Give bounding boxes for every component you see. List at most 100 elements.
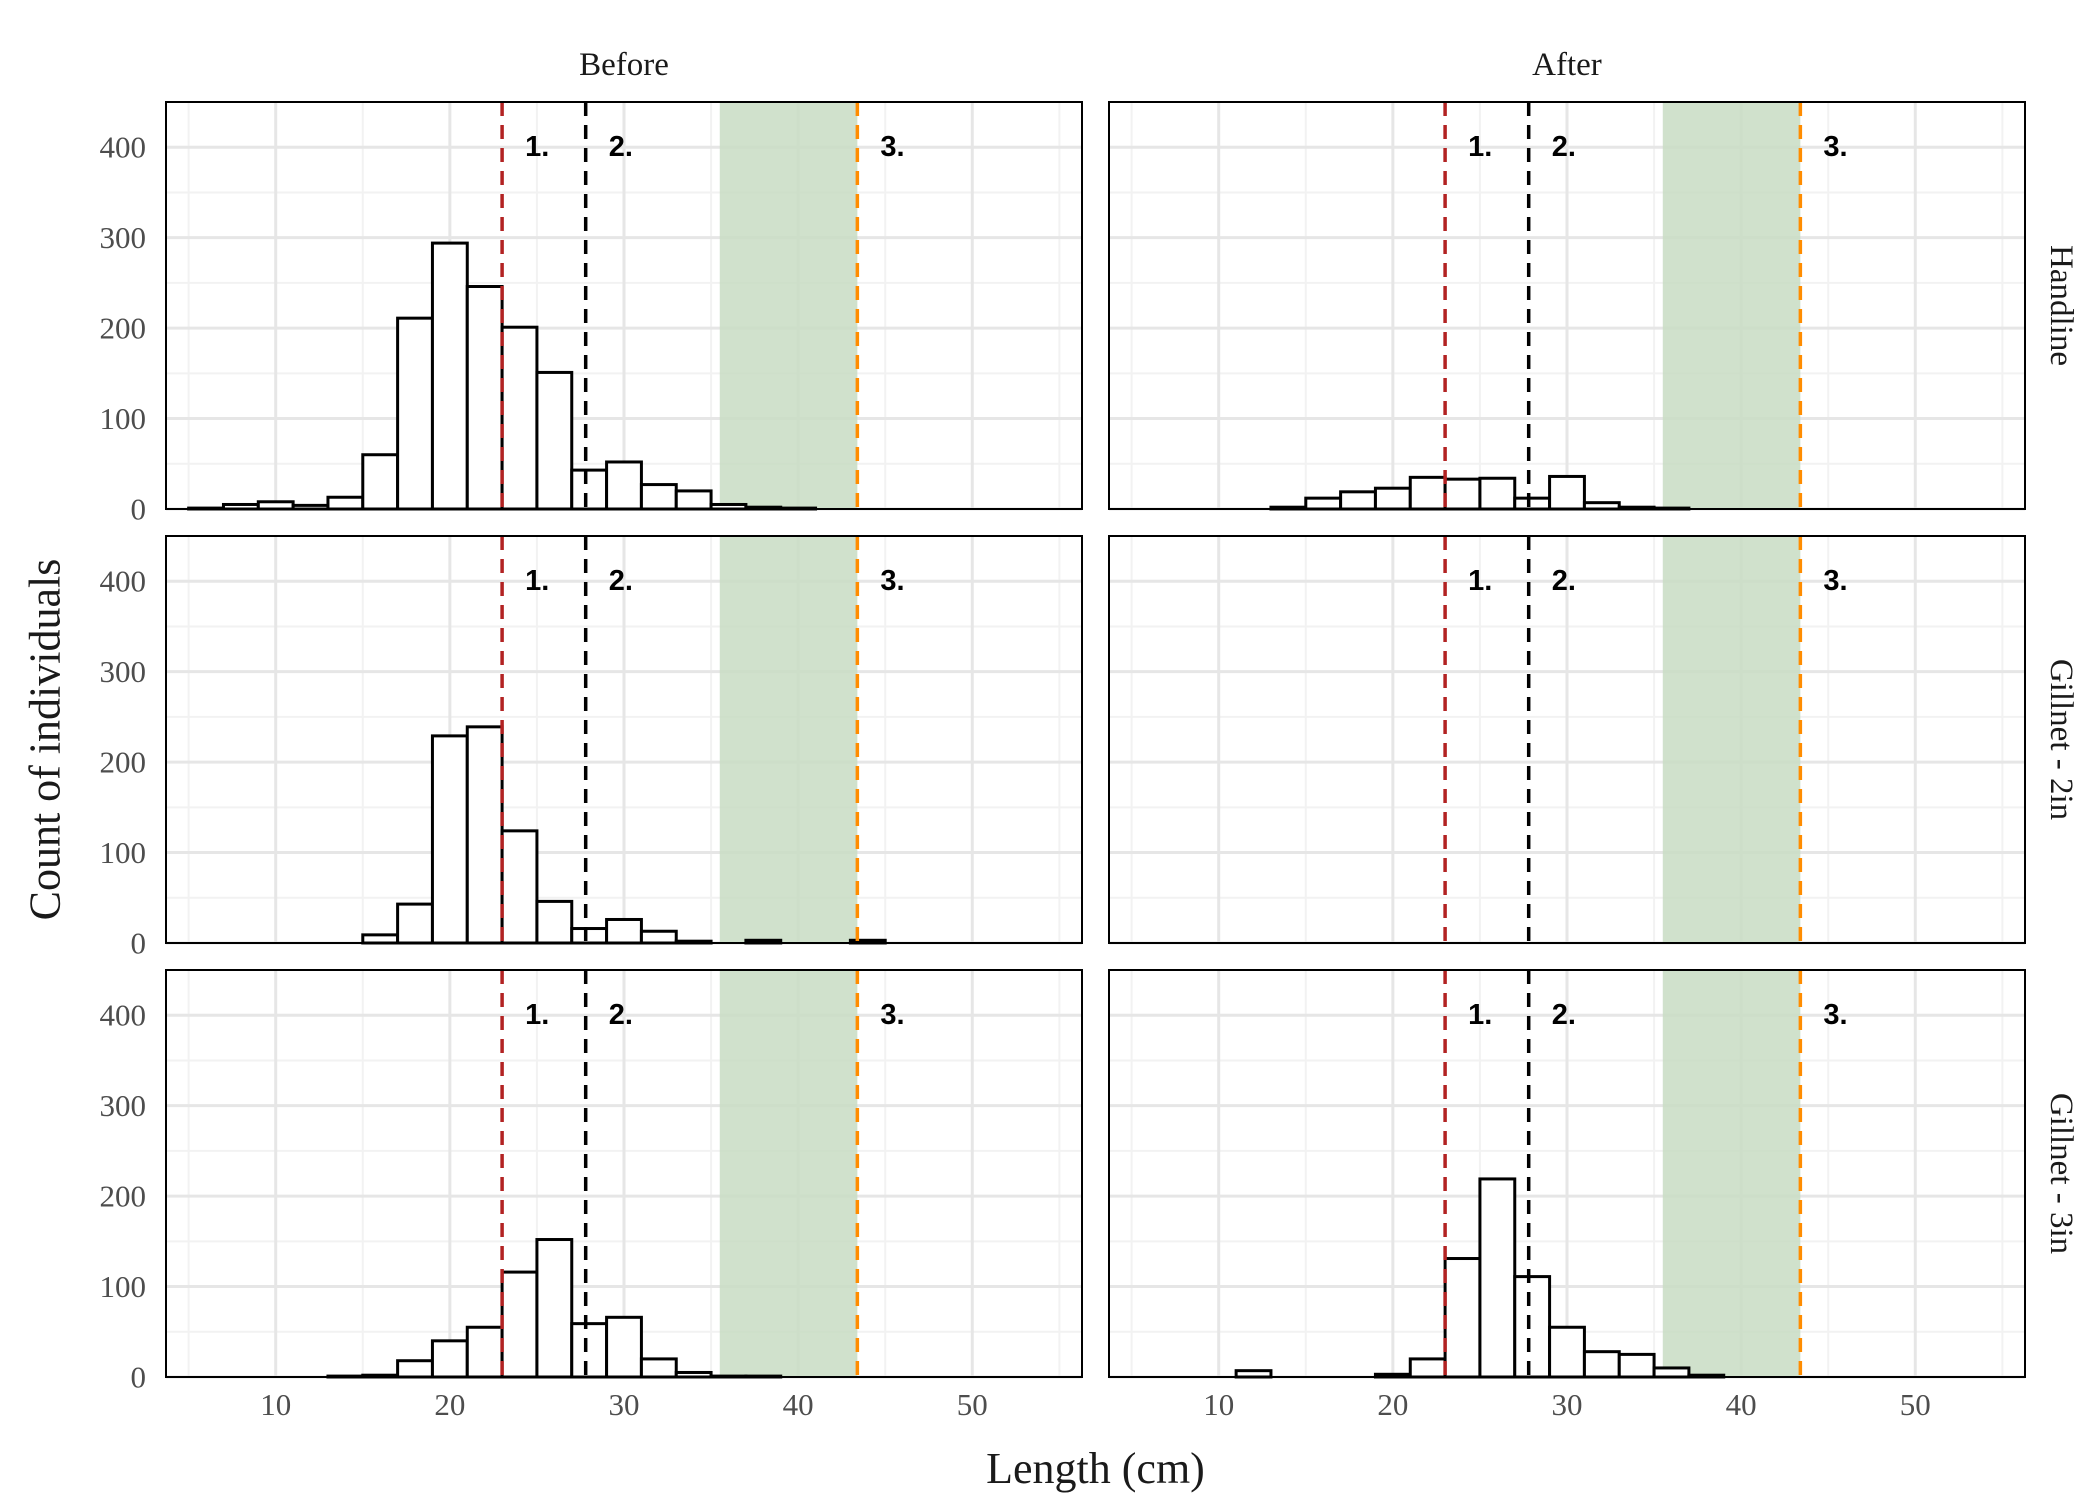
histogram-bar — [500, 1270, 539, 1379]
histogram-bar — [605, 460, 643, 511]
x-tick-label: 40 — [783, 1387, 814, 1422]
histogram-bar — [326, 495, 365, 511]
x-tick-label: 40 — [1726, 1387, 1757, 1422]
annotation-label: 1. — [525, 999, 549, 1031]
annotation-label: 2. — [609, 131, 633, 163]
histogram-bar — [1443, 477, 1482, 511]
panel-handline-after: 1. 2. 3. — [1108, 101, 2026, 511]
y-tick-label: 200 — [100, 311, 147, 346]
panel-gillnet-3in-before: 1. 2. 3. 0 100 200 300 400 10 20 30 40 50 — [100, 969, 1083, 1422]
histogram-bar — [1478, 476, 1517, 511]
histogram-bar — [674, 489, 713, 511]
panel-border — [165, 101, 1083, 510]
row-label-handline: Handline — [2043, 245, 2079, 366]
shaded-band — [1662, 536, 1801, 943]
annotation-label: 3. — [880, 999, 904, 1031]
x-tick-label: 50 — [957, 1387, 988, 1422]
histogram-bar — [361, 453, 400, 511]
histogram-bar — [570, 1322, 609, 1379]
histogram-bar — [465, 1325, 504, 1379]
y-tick-label: 0 — [131, 1360, 147, 1395]
x-tick-label: 10 — [260, 1387, 291, 1422]
histogram-bar — [1548, 1325, 1586, 1379]
histogram-bar — [605, 917, 643, 945]
histogram-bar — [1373, 486, 1412, 511]
histogram-bar — [1548, 474, 1586, 511]
row-label-gillnet-2in: Gillnet - 2in — [2043, 659, 2079, 820]
shaded-band — [719, 970, 858, 1377]
histogram-bar — [1513, 1275, 1552, 1379]
y-tick-label: 200 — [100, 745, 147, 780]
annotation-label: 3. — [880, 565, 904, 597]
panel-gillnet-3in-after: 1. 2. 3. 10 20 30 40 50 — [1108, 969, 2026, 1422]
histogram-bar — [361, 933, 400, 945]
y-axis-label: Count of individuals — [21, 559, 70, 921]
histogram-bar — [1478, 1177, 1517, 1379]
y-tick-label: 400 — [100, 564, 147, 599]
y-tick-label: 0 — [131, 492, 147, 527]
annotation-label: 3. — [1823, 565, 1847, 597]
histogram-bar — [430, 241, 469, 511]
histogram-bar — [1617, 1352, 1656, 1379]
annotation-label: 1. — [1468, 999, 1492, 1031]
x-tick-label: 20 — [434, 1387, 465, 1422]
panel-border — [1108, 535, 2026, 944]
panel-gillnet-2in-before: 1. 2. 3. 0 100 200 300 400 — [100, 535, 1083, 961]
histogram-bar — [1652, 1366, 1691, 1379]
histogram-bar — [256, 500, 295, 511]
histogram-bar — [1408, 1357, 1447, 1379]
y-tick-label: 300 — [100, 220, 147, 255]
y-tick-label: 0 — [131, 926, 147, 961]
annotation-label: 3. — [1823, 131, 1847, 163]
panel-border — [165, 535, 1083, 944]
x-tick-label: 50 — [1900, 1387, 1931, 1422]
shaded-band — [719, 536, 858, 943]
annotation-label: 2. — [1552, 131, 1576, 163]
shaded-band — [1662, 970, 1801, 1377]
y-tick-label: 200 — [100, 1179, 147, 1214]
histogram-bar — [535, 370, 574, 511]
histogram-bar — [639, 929, 678, 945]
y-tick-label: 300 — [100, 654, 147, 689]
y-tick-label: 100 — [100, 401, 147, 436]
histogram-bar — [1513, 496, 1552, 511]
histogram-bar — [396, 316, 434, 511]
annotation-label: 2. — [1552, 565, 1576, 597]
x-tick-label: 30 — [609, 1387, 640, 1422]
y-tick-label: 400 — [100, 998, 147, 1033]
shaded-band — [719, 102, 858, 509]
histogram-bar — [605, 1315, 643, 1379]
annotation-label: 1. — [525, 131, 549, 163]
annotation-label: 2. — [609, 565, 633, 597]
y-tick-label: 100 — [100, 835, 147, 870]
column-label-after: After — [1532, 47, 1602, 83]
histogram-bar — [430, 734, 469, 945]
y-tick-label: 300 — [100, 1088, 147, 1123]
histogram-bar — [465, 725, 504, 945]
y-tick-label: 400 — [100, 130, 147, 165]
histogram-bar — [639, 483, 678, 511]
panel-border — [1108, 101, 2026, 510]
annotation-label: 2. — [609, 999, 633, 1031]
shaded-band — [1662, 102, 1801, 509]
column-label-before: Before — [579, 47, 669, 83]
annotation-label: 2. — [1552, 999, 1576, 1031]
y-tick-label: 100 — [100, 1269, 147, 1304]
histogram-bar — [1408, 475, 1447, 511]
histogram-bar — [570, 468, 609, 511]
histogram-bar — [639, 1357, 678, 1379]
histogram-bar — [1339, 490, 1377, 511]
histogram-bar — [1443, 1257, 1482, 1379]
histogram-bar — [465, 285, 504, 511]
histogram-bar — [500, 325, 539, 511]
panel-border — [165, 969, 1083, 1378]
x-tick-label: 20 — [1377, 1387, 1408, 1422]
histogram-bar — [535, 1238, 574, 1379]
histogram-bar — [1582, 1350, 1621, 1379]
annotation-label: 1. — [1468, 565, 1492, 597]
histogram-bar — [430, 1339, 469, 1379]
panel-border — [1108, 969, 2026, 1378]
annotation-label: 1. — [525, 565, 549, 597]
histogram-bar — [396, 1359, 434, 1379]
